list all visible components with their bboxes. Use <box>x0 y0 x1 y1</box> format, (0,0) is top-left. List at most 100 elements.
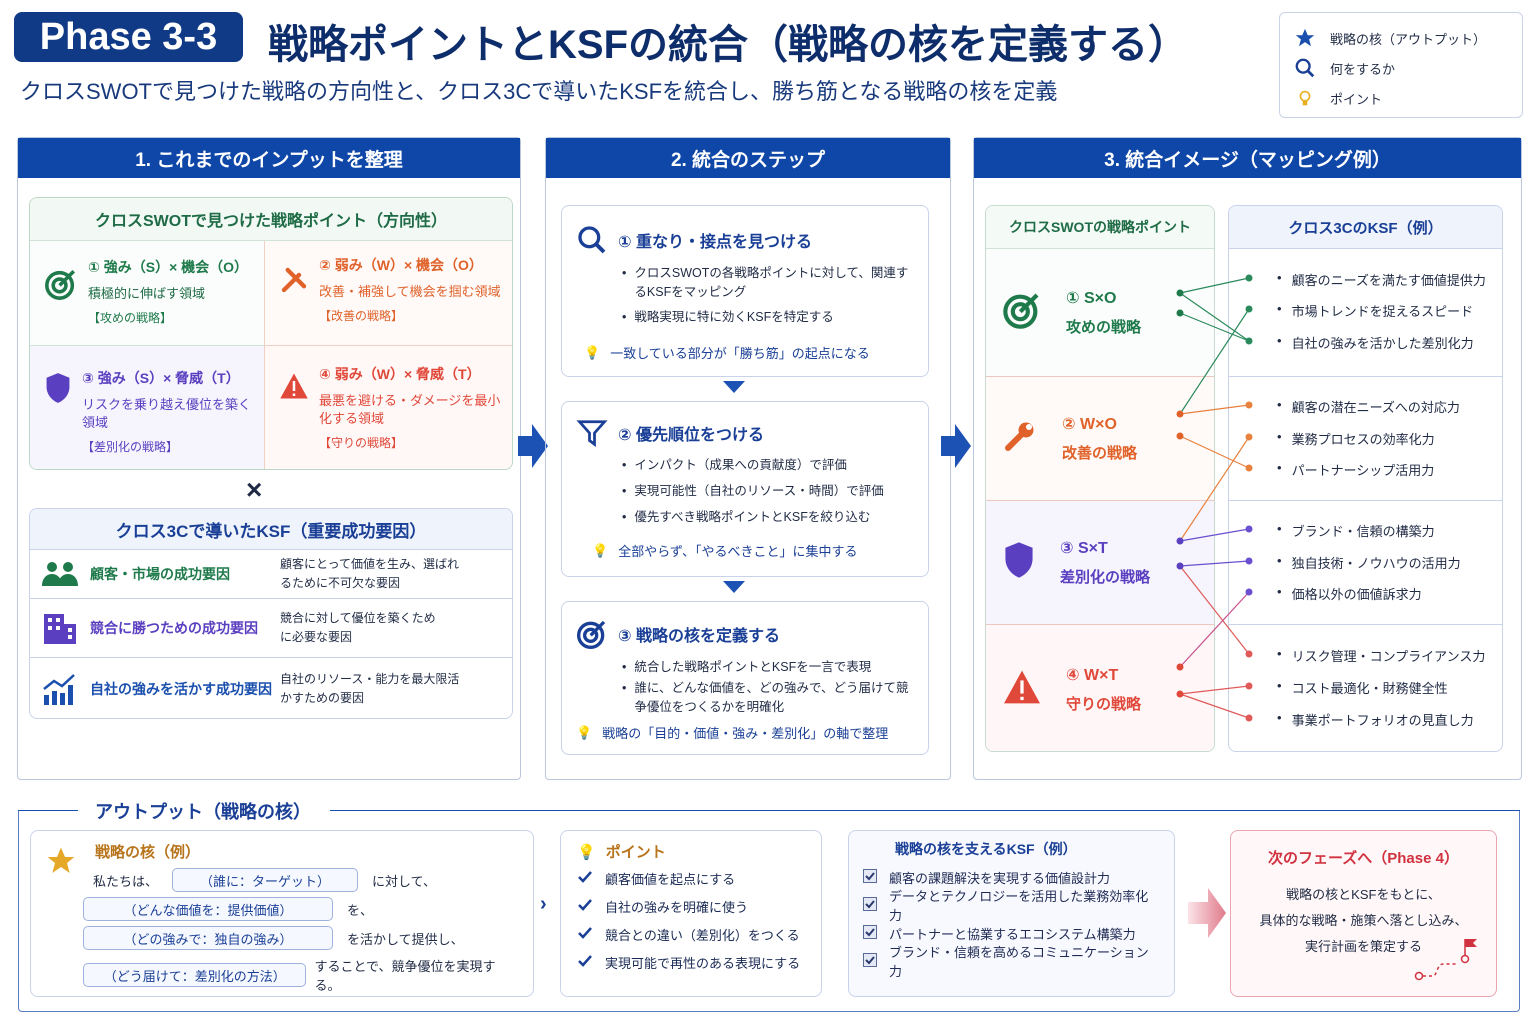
points-title: ポイント <box>605 844 666 861</box>
output-section <box>18 810 1520 1012</box>
search-icon <box>578 226 606 254</box>
strategy-name: 差別化の戦略 <box>1060 569 1151 586</box>
strategy-dot <box>1176 537 1184 545</box>
ksf-dot <box>1245 274 1253 282</box>
connection-line <box>1179 292 1250 342</box>
checklist-item: パートナーと協業するエコシステム構築力 <box>863 919 1160 947</box>
quadrant-st: ③ 強み（S）× 脅威（T） リスクを乗り越え優位を築く領域 【差別化の戦略】 <box>30 346 265 469</box>
strategy-dot <box>1176 562 1184 570</box>
ksf-item: 市場トレンドを捉えるスピード <box>1277 301 1474 320</box>
lightbulb-icon: 💡 <box>592 542 609 558</box>
core-box: 戦略の核（例） 私たちは、 （誰に：ターゲット） に対して、 （どんな価値を：提供価… <box>30 830 534 997</box>
star-icon <box>1295 28 1315 47</box>
legend-label: 何をするか <box>1330 61 1396 77</box>
tools-icon <box>281 267 307 293</box>
ksf-column: クロス3CのKSF（例） 顧客のニーズを満たす価値提供力市場トレンドを捉えるスピ… <box>1228 205 1503 752</box>
quadrant-title: ② 弱み（W）× 機会（O） <box>319 257 483 273</box>
panel-inputs: 1. これまでのインプットを整理 <box>17 137 521 780</box>
ksf-item: コスト最適化・財務健全性 <box>1277 678 1448 697</box>
lightbulb-icon <box>1299 90 1311 106</box>
core-text: を活かして提供し、 <box>347 931 464 947</box>
points-box: 💡 ポイント 顧客価値を起点にする 自社の強みを明確に使う 競合との違い（差別化）をつ… <box>560 830 822 997</box>
strategy-code: ④ W×T <box>1066 666 1119 684</box>
check-icon <box>863 896 877 914</box>
step-tip: 一致している部分が「勝ち筋」の起点になる <box>610 346 870 361</box>
strategy-dot <box>1176 690 1184 698</box>
arrow-down-icon <box>723 381 745 393</box>
ksf-name: 競合に勝つための成功要因 <box>90 620 258 636</box>
next-phase-line: 戦略の核とKSFをもとに、 <box>1286 887 1441 902</box>
step-title: ③ 戦略の核を定義する <box>618 628 780 645</box>
star-icon <box>47 847 75 873</box>
ksf-row: 自社の強みを活かす成功要因 自社のリソース・能力を最大限活かすための要因 <box>30 657 512 718</box>
ksf-dot <box>1245 433 1253 441</box>
divider <box>1229 500 1502 501</box>
legend-label: ポイント <box>1330 91 1383 107</box>
step-bullet: 誰に、どんな価値を、どの強みで、どう届けて競争優位をつくるかを明確化 <box>622 679 914 717</box>
connection-line <box>1179 308 1250 415</box>
panel-header: 1. これまでのインプットを整理 <box>18 138 520 178</box>
panel-header: 3. 統合イメージ（マッピング例） <box>974 138 1521 178</box>
page-subtitle: クロスSWOTで見つけた戦略の方向性と、クロス3Cで導いたKSFを統合し、勝ち筋… <box>20 79 1058 104</box>
quadrant-tag: 【守りの戦略】 <box>319 436 404 450</box>
check-icon <box>863 868 877 886</box>
quadrant-desc: 改善・補強して機会を掴む領域 <box>319 284 501 299</box>
ksf-dot <box>1245 305 1253 313</box>
quadrant-title: ④ 弱み（W）× 脅威（T） <box>319 366 481 382</box>
shield-icon <box>46 373 70 403</box>
check-icon <box>863 924 877 942</box>
quadrant-title: ③ 強み（S）× 脅威（T） <box>82 370 240 386</box>
checklist-item: ブランド・信頼を高めるコミュニケーション力 <box>863 945 1160 979</box>
building-icon <box>44 614 76 644</box>
strategy-dot <box>1176 432 1184 440</box>
support-ksf-box: 戦略の核を支えるKSF（例） 顧客の課題解決を実現する価値設計力 データとテクノロ… <box>848 830 1175 997</box>
step-bullet: 実現可能性（自社のリソース・時間）で評価 <box>622 482 914 501</box>
ksf-title: クロス3Cで導いたKSF（重要成功要因） <box>30 509 512 549</box>
step-bullet: 戦略実現に特に効くKSFを特定する <box>622 308 914 327</box>
ksf-item: 独自技術・ノウハウの活用力 <box>1277 553 1461 572</box>
ksf-dot <box>1245 588 1253 596</box>
checklist-item: 顧客の課題解決を実現する価値設計力 <box>863 863 1160 891</box>
arrow-right-icon <box>941 424 971 468</box>
output-title: アウトプット（戦略の核） <box>95 802 311 822</box>
core-text: 私たちは、 <box>93 873 159 889</box>
ksf-dot <box>1245 714 1253 722</box>
ksf-item: パートナーシップ活用力 <box>1277 460 1435 479</box>
ksf-dot <box>1245 525 1253 533</box>
ksf-item: 自社の強みを活かした差別化力 <box>1277 333 1474 352</box>
quadrant-wo: ② 弱み（W）× 機会（O） 改善・補強して機会を掴む領域 【改善の戦略】 <box>265 241 512 346</box>
step-tip: 戦略の「目的・価値・強み・差別化」の軸で整理 <box>602 726 889 741</box>
core-text: を、 <box>347 902 374 918</box>
wrench-icon <box>1002 418 1038 459</box>
ksf-item: 事業ポートフォリオの見直し力 <box>1277 710 1474 729</box>
check-icon <box>577 870 593 887</box>
core-text: に対して、 <box>372 873 436 889</box>
check-icon <box>577 898 593 915</box>
step-tip: 全部やらず、「やるべきこと」に集中する <box>618 544 858 559</box>
arrow-right-icon <box>1188 888 1226 938</box>
quadrant-desc: リスクを乗り越え優位を築く領域 <box>82 397 252 430</box>
checklist-item: 顧客価値を起点にする <box>577 864 805 892</box>
lightbulb-icon: 💡 <box>577 843 596 861</box>
quadrant-desc: 積極的に伸ばす領域 <box>88 286 206 301</box>
connection-line <box>1179 435 1250 469</box>
strategy-dot <box>1176 410 1184 418</box>
next-phase-box: 次のフェーズへ（Phase 4） 戦略の核とKSFをもとに、 具体的な戦略・施策… <box>1230 830 1497 997</box>
ksf-item: 価格以外の価値訴求力 <box>1277 584 1422 603</box>
quadrant-desc: 最悪を避ける・ダメージを最小化する領域 <box>319 393 501 426</box>
panel-header: 2. 統合のステップ <box>546 138 950 178</box>
strategy-code: ③ S×T <box>1060 540 1108 557</box>
strategy-dot <box>1176 289 1184 297</box>
strategy-row: ② W×O 改善の戦略 <box>986 376 1214 500</box>
ksf-dot <box>1245 464 1253 472</box>
ksf-dot <box>1245 337 1253 345</box>
strategy-code: ① S×O <box>1066 290 1117 307</box>
legend: 戦略の核（アウトプット） 何をするか ポイント <box>1279 12 1523 118</box>
panel-mapping: 3. 統合イメージ（マッピング例） <box>973 137 1522 780</box>
ksf-dot <box>1245 557 1253 565</box>
swot-box: クロスSWOTで見つけた戦略ポイント（方向性） ① 強み（S）× 機会（O） 積極… <box>29 197 513 470</box>
column-title: クロス3CのKSF（例） <box>1229 206 1502 249</box>
ksf-desc: 自社のリソース・能力を最大限活かすための要因 <box>280 672 460 705</box>
strategy-row: ④ W×T 守りの戦略 <box>986 624 1214 751</box>
strategy-dot <box>1176 309 1184 317</box>
